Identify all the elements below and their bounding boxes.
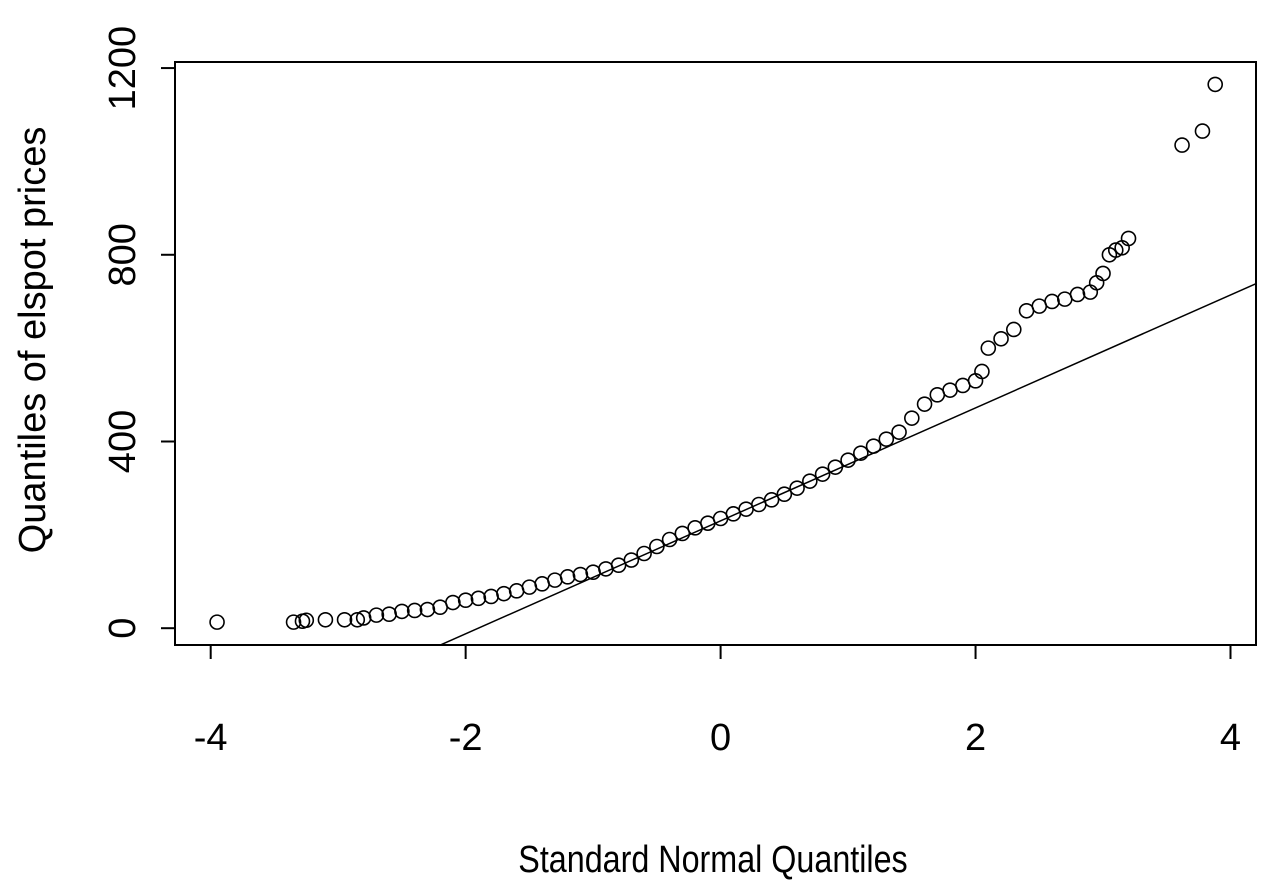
point [1005, 321, 1022, 338]
point [1044, 293, 1060, 310]
point [349, 611, 366, 628]
point [508, 583, 525, 599]
point [929, 387, 946, 403]
point [853, 445, 869, 461]
point [827, 459, 844, 475]
point [674, 525, 691, 542]
point [878, 431, 895, 447]
point [1120, 230, 1137, 247]
point [993, 330, 1009, 347]
point [955, 377, 971, 394]
point [974, 363, 990, 380]
x-tick-label: -4 [194, 717, 228, 759]
point [904, 410, 920, 426]
point [865, 438, 882, 454]
point [891, 424, 907, 440]
point [209, 614, 225, 630]
point [610, 557, 627, 573]
y-tick-label: 0 [102, 618, 144, 639]
point [980, 340, 997, 356]
point [623, 552, 640, 568]
x-axis-label: Standard Normal Quantiles [518, 839, 907, 881]
point [406, 602, 423, 619]
point [942, 382, 958, 398]
x-tick-label: 2 [965, 717, 986, 759]
point [1031, 298, 1048, 314]
point [1056, 291, 1073, 307]
point [432, 599, 448, 615]
point [534, 576, 550, 592]
point [1207, 76, 1224, 93]
point [419, 601, 436, 618]
point [368, 607, 385, 623]
y-tick-label: 1200 [102, 26, 144, 111]
point [1069, 286, 1086, 303]
y-tick-label: 800 [102, 223, 144, 286]
point [661, 531, 678, 548]
point [547, 572, 563, 588]
point [457, 592, 474, 608]
plot-frame [174, 61, 1257, 646]
point [636, 545, 652, 562]
point [814, 466, 831, 482]
point [1095, 265, 1111, 282]
y-axis-label: Quantiles of elspot prices [12, 127, 54, 554]
point [1194, 123, 1211, 139]
point [1174, 137, 1190, 153]
point [470, 590, 487, 607]
point [789, 480, 805, 496]
point [285, 614, 302, 630]
point [916, 396, 933, 412]
x-tick-label: 4 [1220, 717, 1241, 759]
x-tick-label: -2 [449, 717, 483, 759]
point [1107, 242, 1124, 258]
point [1018, 302, 1035, 319]
point [445, 594, 461, 611]
point [700, 515, 716, 531]
point [776, 486, 793, 503]
point [496, 585, 512, 602]
point [394, 603, 410, 620]
point [521, 579, 538, 595]
point [336, 611, 353, 628]
point [840, 452, 856, 468]
point [317, 611, 334, 628]
y-tick-label: 400 [102, 410, 144, 473]
point [802, 473, 818, 489]
x-tick-label: 0 [710, 717, 731, 759]
point [381, 606, 397, 622]
point [298, 612, 315, 629]
point [572, 566, 589, 583]
point [483, 588, 499, 605]
point [763, 492, 780, 508]
point [559, 569, 576, 585]
point [649, 538, 665, 555]
